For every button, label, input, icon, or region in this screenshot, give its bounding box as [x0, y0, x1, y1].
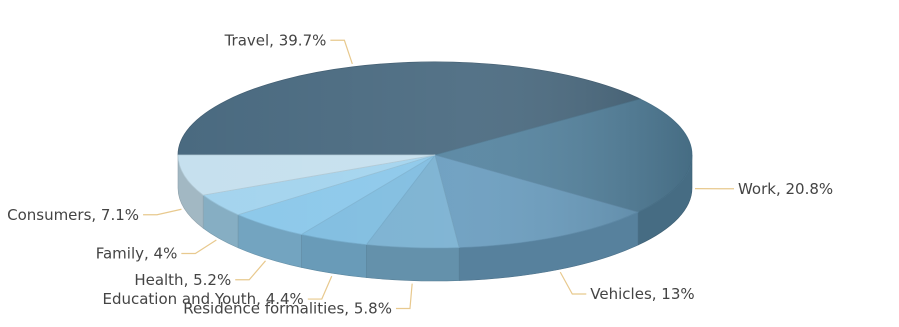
slice-label-consumers: Consumers, 7.1% [7, 206, 139, 224]
pie-slices [177, 61, 693, 249]
leader-health [235, 260, 266, 281]
leader-education-and-youth [307, 275, 333, 300]
leader-travel [330, 39, 353, 65]
leader-family [181, 239, 217, 255]
slice-label-travel: Travel, 39.7% [224, 31, 327, 49]
slice-label-vehicles: Vehicles, 13% [590, 285, 694, 303]
slice-labels: Travel, 39.7% Work, 20.8% Vehicles, 13% Res… [7, 31, 833, 317]
slice-label-education-and-youth: Education and Youth, 4.4% [102, 290, 303, 308]
pie-wall-residence-formalities [366, 244, 460, 282]
label-leaders [143, 39, 734, 310]
slice-label-family: Family, 4% [96, 244, 178, 262]
slice-label-health: Health, 5.2% [134, 271, 231, 289]
slice-label-work: Work, 20.8% [738, 180, 833, 198]
leader-consumers [143, 208, 182, 216]
leader-residence-formalities [395, 283, 413, 310]
leader-vehicles [559, 271, 587, 295]
slice-label-residence-formalities: Residence formalities, 5.8% [183, 300, 392, 318]
